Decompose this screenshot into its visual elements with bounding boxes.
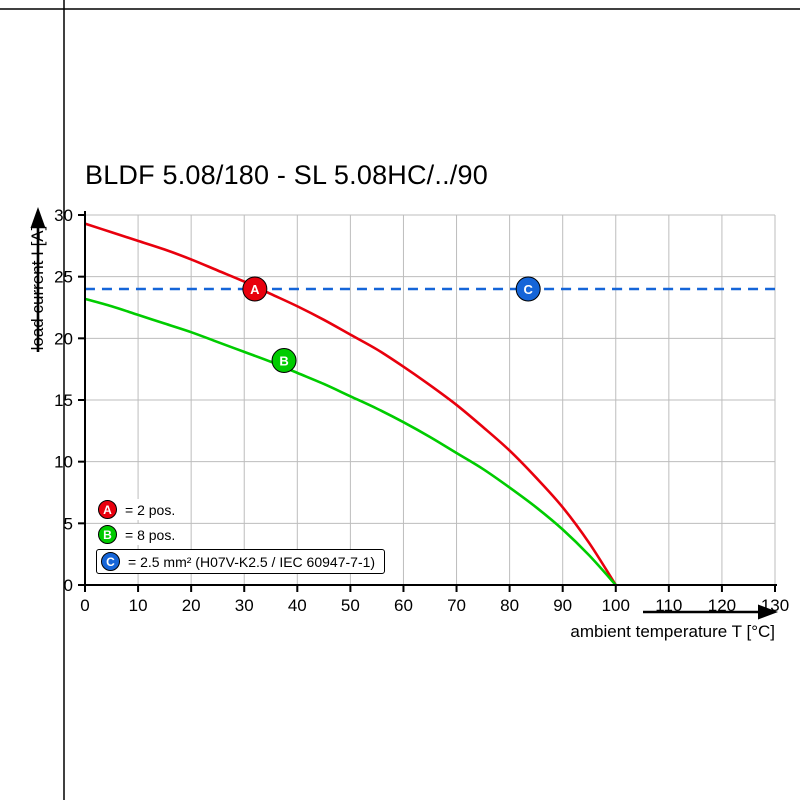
y-tick-label: 30 [54, 206, 73, 225]
legend-text-c: = 2.5 mm² (H07V-K2.5 / IEC 60947-7-1) [128, 553, 376, 570]
chart-title: BLDF 5.08/180 - SL 5.08HC/../90 [85, 160, 488, 190]
x-tick-label: 50 [341, 596, 360, 615]
x-tick-label: 20 [182, 596, 201, 615]
x-tick-label: 110 [655, 596, 682, 615]
legend-text-a: = 2 pos. [125, 501, 176, 518]
legend-item-a: A = 2 pos. [96, 499, 184, 520]
legend-text-b: = 8 pos. [125, 526, 176, 543]
legend-item-b: B = 8 pos. [96, 524, 184, 545]
marker-a: A [242, 276, 268, 302]
x-tick-label: 80 [500, 596, 519, 615]
x-tick-label: 10 [129, 596, 148, 615]
x-tick-label: 40 [288, 596, 307, 615]
curve-b [84, 297, 617, 586]
legend-letter-b: B [103, 527, 112, 542]
x-tick-label: 120 [708, 596, 736, 615]
x-axis-label: ambient temperature T [°C] [570, 622, 775, 641]
legend-marker-a-icon: A [98, 500, 117, 519]
svg-text:B: B [279, 354, 288, 369]
x-axis-arrowhead-icon [758, 604, 778, 620]
legend-item-c: C = 2.5 mm² (H07V-K2.5 / IEC 60947-7-1) [96, 549, 386, 574]
x-tick-label: 0 [80, 596, 89, 615]
y-tick-label: 20 [54, 329, 73, 348]
legend-marker-b-icon: B [98, 525, 117, 544]
legend-letter-a: A [103, 502, 112, 517]
marker-b: B [271, 348, 297, 374]
marker-c: C [515, 276, 541, 302]
svg-text:A: A [250, 282, 260, 297]
x-tick-label: 30 [235, 596, 254, 615]
svg-text:C: C [523, 282, 533, 297]
y-axis-label: load current I [A] [28, 225, 47, 351]
legend-letter-c: C [106, 554, 115, 569]
x-tick-label: 60 [394, 596, 413, 615]
y-axis-arrowhead-icon [30, 207, 46, 228]
y-tick-label: 0 [64, 576, 73, 595]
y-tick-label: 10 [54, 453, 73, 472]
x-tick-label: 70 [447, 596, 466, 615]
x-tick-label: 100 [602, 596, 630, 615]
legend: A = 2 pos. B = 8 pos. C = 2.5 mm² (H07V-… [96, 499, 386, 574]
y-tick-label: 25 [54, 268, 73, 287]
y-tick-label: 15 [54, 391, 73, 410]
x-tick-label: 90 [553, 596, 572, 615]
y-tick-label: 5 [64, 514, 73, 533]
curve-a [84, 222, 617, 586]
legend-marker-c-icon: C [101, 552, 120, 571]
